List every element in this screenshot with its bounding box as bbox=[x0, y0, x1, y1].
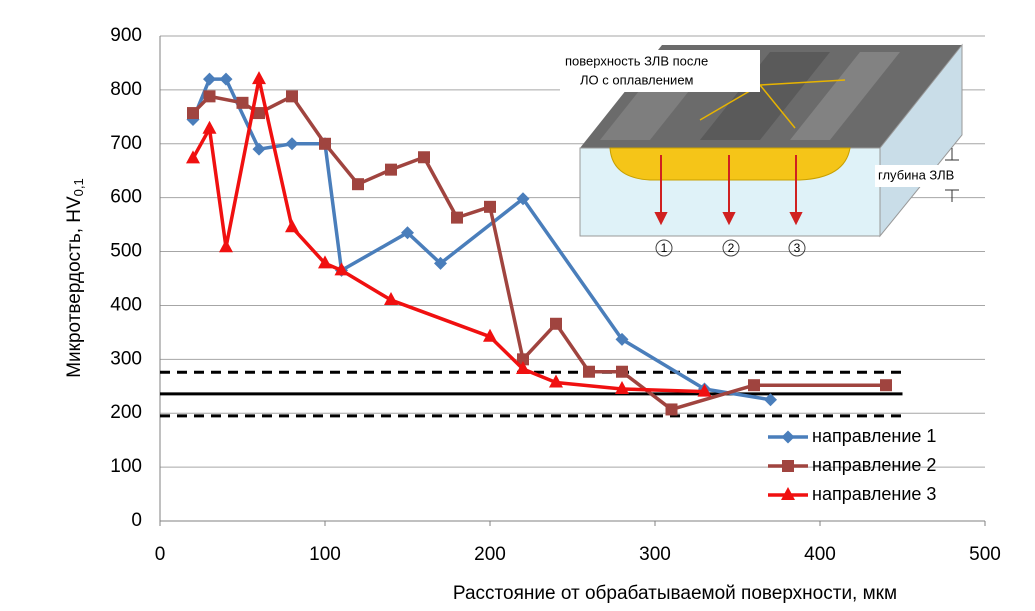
inset-label: ЛО с оплавлением bbox=[580, 72, 694, 87]
y-tick-label: 400 bbox=[110, 294, 142, 315]
x-tick-label: 300 bbox=[639, 544, 671, 565]
marker bbox=[187, 107, 199, 119]
y-tick-label: 500 bbox=[110, 241, 142, 262]
marker bbox=[252, 71, 266, 84]
chart: 0 100 200 300 400 500 600 700 800 900 0 100 200 300 40… bbox=[0, 0, 1035, 606]
direction-number: 2 bbox=[728, 241, 735, 255]
marker bbox=[616, 366, 628, 378]
inset-label: поверхность ЗЛВ после bbox=[565, 53, 708, 68]
inset-diagram: поверхность ЗЛВ после ЛО с оплавлением г… bbox=[560, 45, 975, 256]
legend-label: направление 2 bbox=[812, 455, 936, 475]
x-tick-label: 400 bbox=[804, 544, 836, 565]
direction-number: 3 bbox=[794, 241, 801, 255]
x-tick-label: 0 bbox=[155, 544, 166, 565]
y-tick-label: 900 bbox=[110, 25, 142, 46]
marker bbox=[219, 239, 233, 252]
marker bbox=[203, 121, 217, 134]
marker bbox=[352, 178, 364, 190]
marker bbox=[203, 73, 216, 86]
x-tick-label: 100 bbox=[309, 544, 341, 565]
page: 0 100 200 300 400 500 600 700 800 900 0 100 200 300 40… bbox=[0, 0, 1035, 611]
y-tick-label: 0 bbox=[131, 510, 142, 531]
y-tick-label: 600 bbox=[110, 187, 142, 208]
y-tick-label: 200 bbox=[110, 402, 142, 423]
x-axis-title: Расстояние от обрабатываемой поверхности… bbox=[453, 583, 897, 604]
marker bbox=[385, 164, 397, 176]
legend-label: направление 3 bbox=[812, 484, 936, 504]
y-tick-label: 800 bbox=[110, 79, 142, 100]
marker bbox=[286, 137, 299, 150]
legend-label: направление 1 bbox=[812, 426, 936, 446]
marker bbox=[220, 73, 233, 86]
y-tick-label: 100 bbox=[110, 456, 142, 477]
y-axis-title-subscript: 0,1 bbox=[71, 178, 86, 196]
y-tick-label: 300 bbox=[110, 348, 142, 369]
marker bbox=[583, 366, 595, 378]
marker bbox=[253, 143, 266, 156]
y-axis-title-text: Микротвердость, HV bbox=[64, 196, 85, 378]
marker bbox=[237, 97, 249, 109]
marker bbox=[880, 379, 892, 391]
marker bbox=[666, 403, 678, 415]
marker bbox=[484, 201, 496, 213]
marker bbox=[451, 212, 463, 224]
x-tick-label: 200 bbox=[474, 544, 506, 565]
inset-label: глубина ЗЛВ bbox=[878, 167, 954, 182]
legend-marker bbox=[782, 431, 795, 444]
marker bbox=[418, 151, 430, 163]
marker bbox=[319, 138, 331, 150]
legend-marker bbox=[782, 460, 794, 472]
marker bbox=[748, 379, 760, 391]
marker bbox=[285, 219, 299, 232]
y-axis-title: Микротвердость, HV0,1 bbox=[64, 178, 86, 378]
y-tick-label: 700 bbox=[110, 133, 142, 154]
direction-number: 1 bbox=[661, 241, 668, 255]
x-tick-label: 500 bbox=[969, 544, 1001, 565]
marker bbox=[204, 90, 216, 102]
marker bbox=[286, 90, 298, 102]
marker bbox=[550, 318, 562, 330]
